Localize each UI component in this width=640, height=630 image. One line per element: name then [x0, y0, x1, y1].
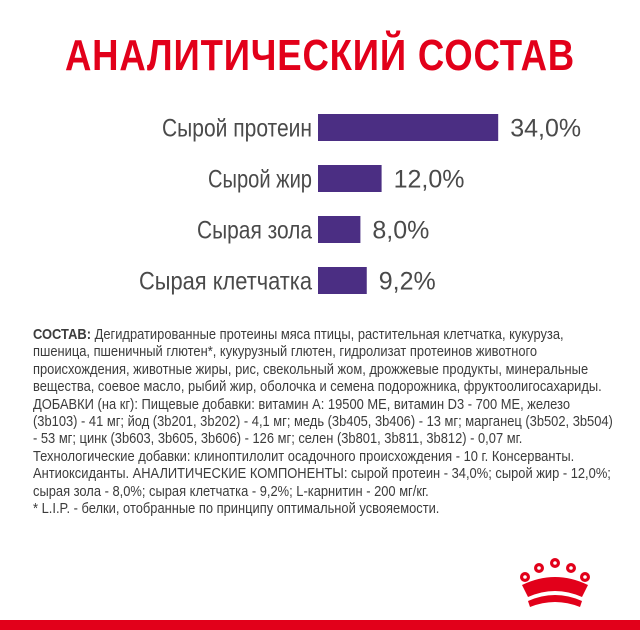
bar — [318, 165, 382, 192]
crown-icon — [520, 558, 590, 607]
value-label: 34,0% — [510, 115, 581, 143]
value-label: 12,0% — [394, 166, 465, 194]
bar — [318, 114, 499, 141]
category-label: Сырая зола — [197, 217, 312, 245]
composition-heading: СОСТАВ: — [33, 326, 92, 343]
composition-footnote: * L.I.P. - белки, отобранные по принципу… — [33, 500, 440, 518]
analysis-bar-chart: Сырой протеин 34,0% Сырой жир 12,0% Сырая зо… — [139, 114, 581, 296]
bottom-accent-bar — [0, 620, 640, 630]
value-label: 9,2% — [379, 268, 436, 296]
page-title: АНАЛИТИЧЕСКИЙ СОСТАВ — [64, 31, 576, 80]
bar — [318, 267, 367, 294]
composition-body: Дегидратированные протеины мяса птицы, р… — [33, 326, 613, 500]
composition-text: СОСТАВ: Дегидратированные протеины мяса … — [33, 326, 618, 517]
category-label: Сырой протеин — [162, 115, 312, 143]
value-label: 8,0% — [372, 217, 429, 245]
category-label: Сырой жир — [208, 166, 312, 194]
bar — [318, 216, 361, 243]
category-label: Сырая клетчатка — [139, 268, 312, 296]
